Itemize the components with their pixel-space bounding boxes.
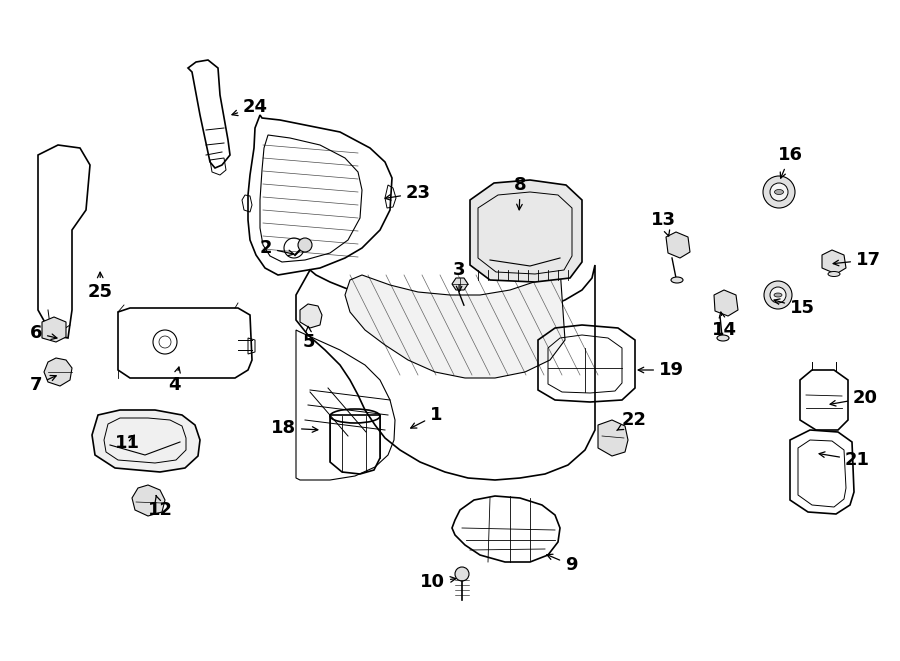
Text: 22: 22 bbox=[616, 411, 647, 430]
Circle shape bbox=[455, 567, 469, 581]
Text: 9: 9 bbox=[547, 555, 578, 574]
Text: 18: 18 bbox=[271, 419, 318, 437]
Polygon shape bbox=[822, 250, 846, 274]
Text: 17: 17 bbox=[833, 251, 881, 269]
Text: 15: 15 bbox=[774, 299, 815, 317]
Text: 7: 7 bbox=[30, 375, 56, 394]
Polygon shape bbox=[132, 485, 165, 516]
Text: 1: 1 bbox=[410, 406, 443, 428]
Text: 24: 24 bbox=[232, 98, 268, 116]
Text: 2: 2 bbox=[259, 239, 294, 257]
Ellipse shape bbox=[717, 335, 729, 341]
Polygon shape bbox=[345, 268, 565, 378]
Polygon shape bbox=[470, 180, 582, 282]
Text: 6: 6 bbox=[30, 324, 57, 342]
Ellipse shape bbox=[671, 277, 683, 283]
Text: 23: 23 bbox=[385, 184, 431, 202]
Circle shape bbox=[764, 281, 792, 309]
Polygon shape bbox=[42, 317, 66, 342]
Circle shape bbox=[770, 287, 786, 303]
Text: 12: 12 bbox=[148, 495, 173, 519]
Polygon shape bbox=[92, 410, 200, 472]
Text: 19: 19 bbox=[638, 361, 684, 379]
Text: 11: 11 bbox=[115, 434, 140, 452]
Circle shape bbox=[298, 238, 312, 252]
Text: 16: 16 bbox=[778, 146, 803, 178]
Ellipse shape bbox=[774, 293, 782, 297]
Text: 8: 8 bbox=[514, 176, 526, 210]
Polygon shape bbox=[452, 278, 468, 290]
Text: 5: 5 bbox=[303, 327, 316, 351]
Text: 10: 10 bbox=[420, 573, 456, 591]
Polygon shape bbox=[44, 358, 72, 386]
Polygon shape bbox=[666, 232, 690, 258]
Circle shape bbox=[770, 183, 788, 201]
Text: 21: 21 bbox=[819, 451, 870, 469]
Text: 4: 4 bbox=[168, 367, 181, 394]
Text: 13: 13 bbox=[651, 211, 676, 236]
Text: 14: 14 bbox=[712, 312, 737, 339]
Ellipse shape bbox=[828, 272, 840, 276]
Circle shape bbox=[763, 176, 795, 208]
Polygon shape bbox=[598, 420, 628, 456]
Polygon shape bbox=[714, 290, 738, 316]
Text: 20: 20 bbox=[830, 389, 878, 407]
Polygon shape bbox=[300, 304, 322, 328]
Text: 25: 25 bbox=[88, 272, 113, 301]
Ellipse shape bbox=[775, 190, 784, 194]
Text: 3: 3 bbox=[453, 261, 465, 292]
